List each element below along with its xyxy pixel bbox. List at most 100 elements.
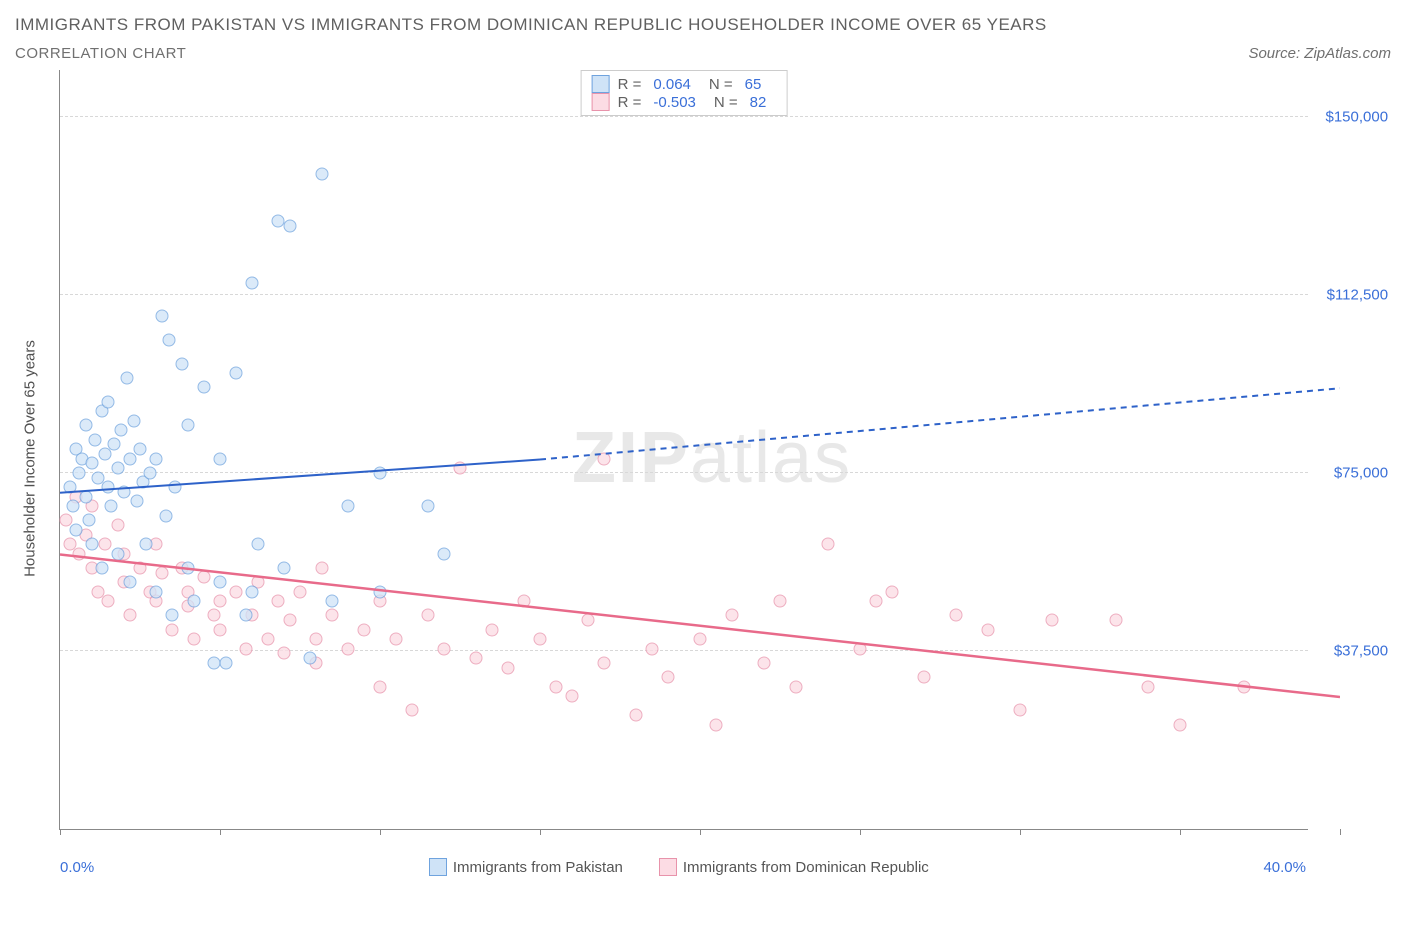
data-point-pakistan [82,514,95,527]
correlation-legend: R =0.064 N =65 R =-0.503 N =82 [581,70,788,116]
data-point-pakistan [373,466,386,479]
legend-swatch-dominican [592,93,610,111]
data-point-dominican [693,633,706,646]
data-point-pakistan [101,481,114,494]
data-point-pakistan [271,215,284,228]
data-point-pakistan [111,462,124,475]
data-point-pakistan [188,595,201,608]
data-point-pakistan [114,424,127,437]
data-point-dominican [309,633,322,646]
data-point-pakistan [229,367,242,380]
data-point-dominican [405,704,418,717]
data-point-dominican [124,609,137,622]
data-point-dominican [73,547,86,560]
data-point-dominican [725,609,738,622]
data-point-pakistan [437,547,450,560]
data-point-dominican [197,571,210,584]
y-tick-label: $112,500 [1318,286,1388,303]
data-point-dominican [156,566,169,579]
footer-legend: 0.0% Immigrants from Pakistan Immigrants… [60,858,1391,876]
trend-lines [60,70,1340,830]
data-point-pakistan [105,500,118,513]
data-point-dominican [485,623,498,636]
data-point-pakistan [303,652,316,665]
data-point-pakistan [181,561,194,574]
data-point-dominican [421,609,434,622]
data-point-dominican [229,585,242,598]
data-point-dominican [437,642,450,655]
data-point-dominican [549,680,562,693]
data-point-dominican [1013,704,1026,717]
data-point-pakistan [79,419,92,432]
data-point-dominican [501,661,514,674]
data-point-dominican [213,623,226,636]
x-axis-min-label: 0.0% [60,859,94,876]
data-point-pakistan [140,538,153,551]
data-point-pakistan [207,656,220,669]
data-point-pakistan [162,333,175,346]
data-point-pakistan [101,395,114,408]
data-point-pakistan [121,371,134,384]
data-point-pakistan [213,576,226,589]
data-point-pakistan [66,500,79,513]
data-point-pakistan [117,485,130,498]
x-tick [700,829,701,835]
legend-row-dominican: R =-0.503 N =82 [592,93,777,111]
x-tick [60,829,61,835]
data-point-pakistan [85,538,98,551]
data-point-pakistan [220,656,233,669]
data-point-pakistan [79,490,92,503]
data-point-dominican [789,680,802,693]
data-point-pakistan [421,500,434,513]
data-point-pakistan [175,357,188,370]
data-point-dominican [757,656,770,669]
data-point-pakistan [156,310,169,323]
data-point-dominican [565,690,578,703]
data-point-pakistan [316,167,329,180]
x-tick [1020,829,1021,835]
data-point-dominican [357,623,370,636]
data-point-dominican [949,609,962,622]
x-tick [1340,829,1341,835]
data-point-pakistan [149,452,162,465]
data-point-dominican [1045,614,1058,627]
data-point-pakistan [63,481,76,494]
y-tick-label: $150,000 [1318,108,1388,125]
data-point-pakistan [341,500,354,513]
data-point-pakistan [130,495,143,508]
data-point-pakistan [111,547,124,560]
data-point-pakistan [213,452,226,465]
data-point-dominican [261,633,274,646]
data-point-pakistan [277,561,290,574]
data-point-dominican [389,633,402,646]
data-point-dominican [597,656,610,669]
data-point-dominican [885,585,898,598]
data-point-pakistan [325,595,338,608]
data-point-dominican [325,609,338,622]
legend-row-pakistan: R =0.064 N =65 [592,75,777,93]
chart-subtitle: CORRELATION CHART [15,45,186,62]
data-point-dominican [207,609,220,622]
data-point-dominican [165,623,178,636]
data-point-dominican [284,614,297,627]
data-point-pakistan [149,585,162,598]
data-point-dominican [981,623,994,636]
data-point-dominican [581,614,594,627]
chart-title: IMMIGRANTS FROM PAKISTAN VS IMMIGRANTS F… [15,15,1391,35]
data-point-pakistan [73,466,86,479]
data-point-dominican [917,671,930,684]
data-point-dominican [101,595,114,608]
data-point-dominican [239,642,252,655]
legend-swatch-pakistan [592,75,610,93]
data-point-pakistan [197,381,210,394]
y-tick-label: $75,000 [1318,464,1388,481]
data-point-dominican [709,718,722,731]
data-point-dominican [316,561,329,574]
data-point-pakistan [181,419,194,432]
data-point-dominican [821,538,834,551]
subheader-row: CORRELATION CHART Source: ZipAtlas.com [15,45,1391,62]
data-point-dominican [1141,680,1154,693]
data-point-pakistan [245,585,258,598]
data-point-dominican [645,642,658,655]
data-point-pakistan [133,443,146,456]
